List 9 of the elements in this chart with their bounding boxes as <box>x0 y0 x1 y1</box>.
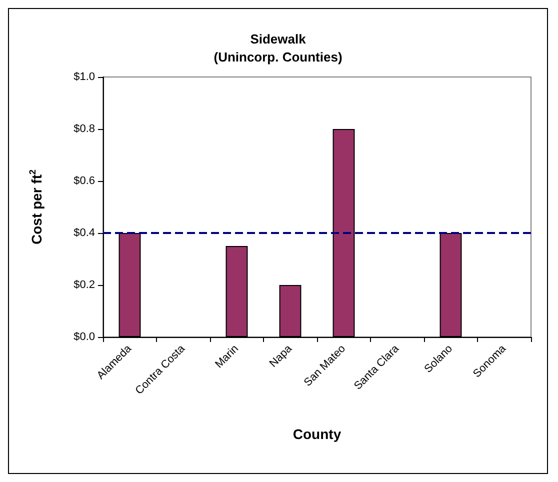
y-tick-label: $0.8 <box>74 123 95 135</box>
y-tick-label: $0.6 <box>74 175 95 187</box>
y-tick-label: $1.0 <box>74 71 95 83</box>
x-axis-title: County <box>292 426 342 442</box>
y-axis-title: Cost per ft2 <box>28 169 44 245</box>
chart-title: Sidewalk (Unincorp. Counties) <box>214 32 342 64</box>
y-tick-label: $0.2 <box>74 279 95 291</box>
y-tick-label: $0.0 <box>74 331 95 343</box>
y-tick-label: $0.4 <box>74 227 95 239</box>
